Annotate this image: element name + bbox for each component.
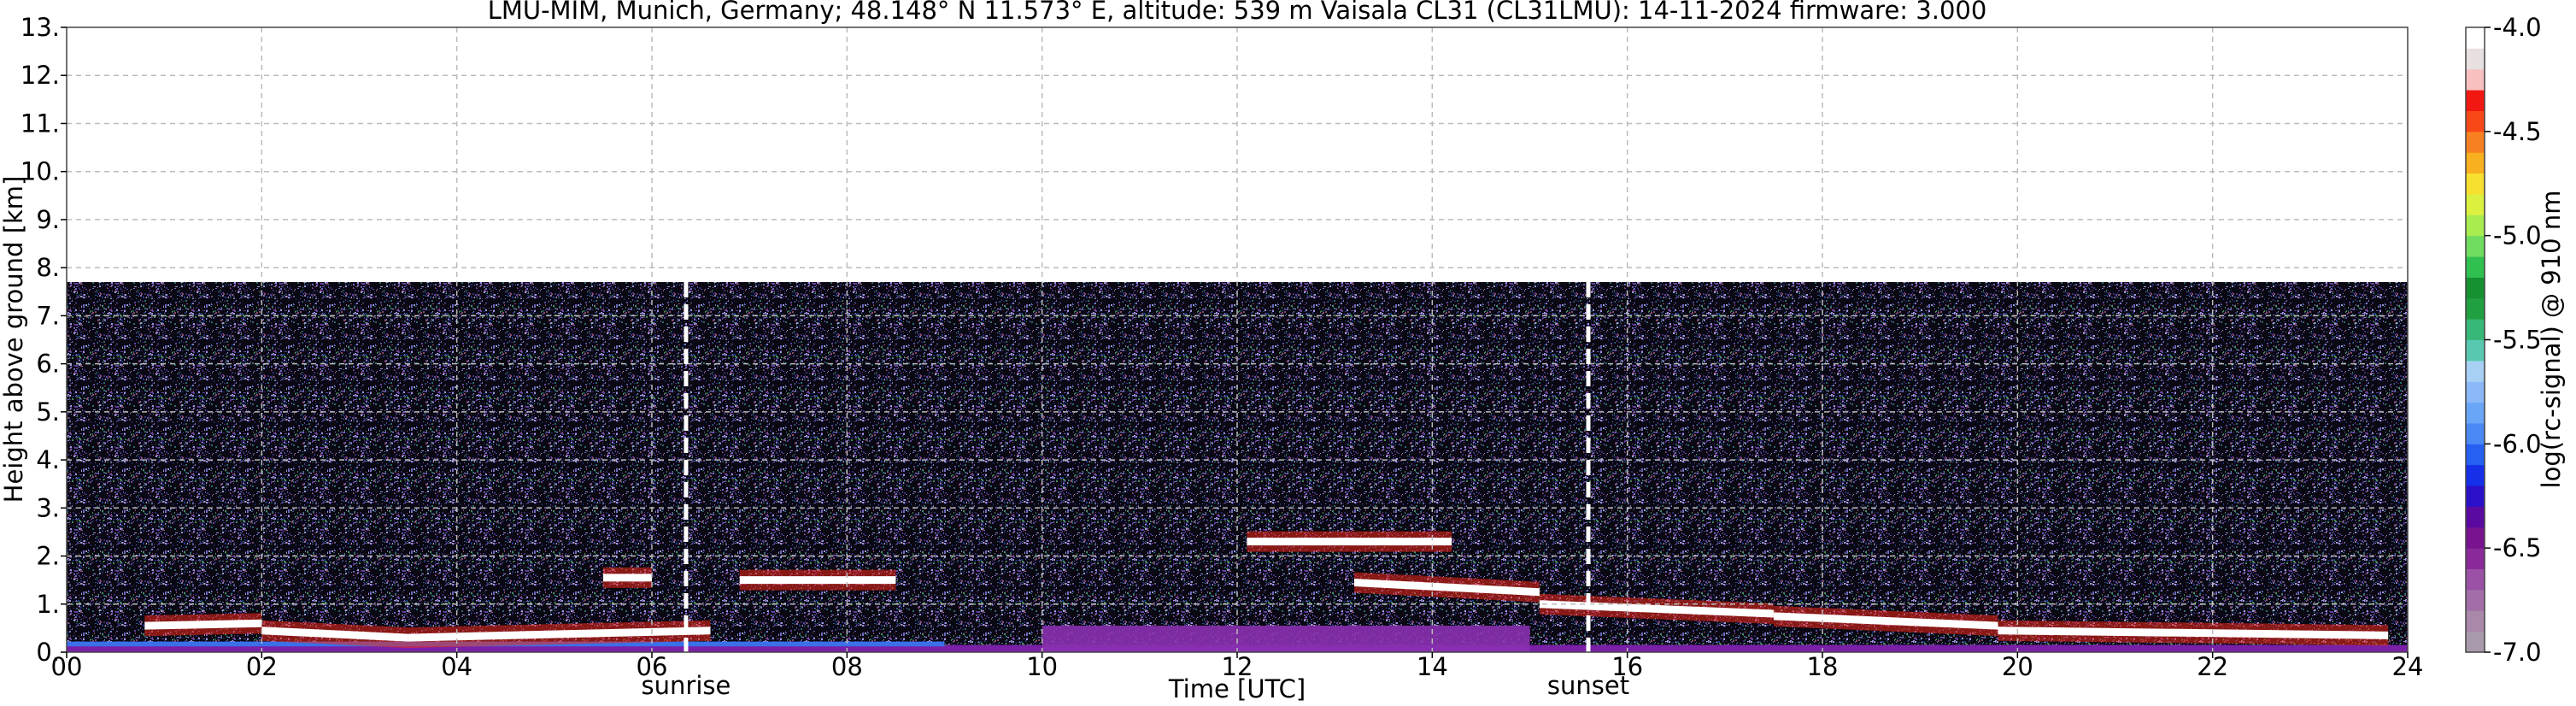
- x-tick-label: 18: [1807, 652, 1839, 681]
- colorbar-segment: [2466, 589, 2485, 611]
- colorbar-segment: [2466, 193, 2485, 215]
- colorbar-segment: [2466, 444, 2485, 466]
- colorbar-segment: [2466, 548, 2485, 570]
- colorbar-segment: [2466, 527, 2485, 549]
- layer-core: [1773, 612, 1998, 630]
- marker-labels: sunrise sunset: [642, 671, 1630, 700]
- x-tick-label: 12: [1222, 652, 1253, 681]
- colorbar-segment: [2466, 485, 2485, 507]
- colorbar-segment: [2466, 464, 2485, 486]
- x-tick-label: 14: [1417, 652, 1448, 681]
- plot-area: [67, 27, 2408, 652]
- backscatter-data-region: [67, 282, 2408, 652]
- colorbar-tick-label: -6.5: [2493, 533, 2542, 562]
- colorbar-segment: [2466, 90, 2485, 111]
- y-tick-label: 8.: [36, 253, 60, 282]
- y-tick-label: 10.: [21, 157, 60, 186]
- colorbar-segment: [2466, 422, 2485, 444]
- y-tick-label: 7.: [36, 301, 60, 330]
- colorbar-segment: [2466, 215, 2485, 237]
- x-axis-label: Time [UTC]: [1168, 674, 1306, 703]
- colorbar-segment: [2466, 277, 2485, 299]
- chart-title: LMU-MIM, Munich, Germany; 48.148° N 11.5…: [488, 0, 1987, 25]
- colorbar-segment: [2466, 173, 2485, 195]
- x-tick-label: 24: [2392, 652, 2424, 681]
- layer-core: [144, 619, 262, 630]
- y-tick-label: 4.: [36, 445, 60, 474]
- layer-core: [408, 627, 711, 642]
- x-tick-label: 08: [831, 652, 863, 681]
- colorbar-segment: [2466, 360, 2485, 382]
- y-tick-label: 11.: [21, 109, 60, 138]
- colorbar-segment: [2466, 568, 2485, 591]
- x-axis-ticks: 00 02 04 06 08 10 12 14 16 18 20 22 24: [51, 652, 2424, 681]
- surface-layer-thick: [1042, 626, 1530, 652]
- colorbar-tick-label: -7.0: [2493, 638, 2542, 667]
- sunset-label: sunset: [1547, 671, 1629, 700]
- y-tick-label: 6.: [36, 350, 60, 379]
- x-tick-label: 16: [1611, 652, 1643, 681]
- x-tick-label: 20: [2002, 652, 2033, 681]
- colorbar-ticks: -7.0 -6.5 -6.0 -5.5 -5.0 -4.5 -4.0: [2485, 13, 2542, 667]
- colorbar-segment: [2466, 297, 2485, 320]
- colorbar-segment: [2466, 610, 2485, 632]
- x-tick-label: 10: [1026, 652, 1058, 681]
- colorbar-tick-label: -4.5: [2493, 117, 2542, 146]
- colorbar-tick-label: -6.0: [2493, 429, 2542, 458]
- colorbar-segment: [2466, 131, 2485, 153]
- colorbar-tick-label: -5.5: [2493, 326, 2542, 355]
- colorbar-segment: [2466, 506, 2485, 528]
- x-tick-label: 22: [2197, 652, 2228, 681]
- y-tick-label: 9.: [36, 205, 60, 234]
- colorbar-segment: [2466, 319, 2485, 340]
- colorbar-tick-label: -5.0: [2493, 221, 2542, 250]
- colorbar-segment: [2466, 152, 2485, 174]
- y-tick-label: 13.: [21, 13, 60, 42]
- grid-lines: [67, 27, 2408, 652]
- layer-core: [739, 576, 896, 585]
- colorbar-segment: [2466, 48, 2485, 70]
- y-tick-label: 1.: [36, 590, 60, 619]
- y-tick-label: 3.: [36, 493, 60, 522]
- layer-core: [261, 627, 408, 642]
- colorbar-label: log(rc-signal) @ 910 nm: [2537, 191, 2566, 489]
- y-tick-label: 5.: [36, 397, 60, 427]
- y-axis-label: Height above ground [km]: [0, 176, 28, 503]
- layer-core: [1247, 538, 1452, 546]
- y-tick-label: 12.: [21, 61, 60, 90]
- colorbar-segment: [2466, 339, 2485, 362]
- colorbar: [2465, 26, 2485, 653]
- y-axis-ticks: 0. 1. 2. 3. 4. 5. 6. 7. 8. 9. 10. 11. 12. 13.: [21, 13, 67, 667]
- layer-core: [1998, 627, 2389, 639]
- sun-markers: [684, 282, 1591, 652]
- colorbar-tick-label: -4.0: [2493, 13, 2542, 42]
- colorbar-segment: [2466, 110, 2485, 132]
- colorbar-segment: [2466, 27, 2485, 49]
- colorbar-segment: [2466, 256, 2485, 278]
- x-tick-label: 06: [637, 652, 668, 681]
- x-tick-label: 00: [51, 652, 83, 681]
- x-tick-label: 02: [246, 652, 278, 681]
- y-tick-label: 0.: [36, 638, 60, 667]
- colorbar-segment: [2466, 402, 2485, 424]
- colorbar-segment: [2466, 381, 2485, 403]
- colorbar-segment: [2466, 235, 2485, 257]
- layer-core: [1539, 600, 1774, 618]
- y-tick-label: 2.: [36, 542, 60, 571]
- layer-core: [602, 574, 652, 582]
- colorbar-segment: [2466, 631, 2485, 653]
- layer-core: [1354, 578, 1540, 597]
- sunrise-label: sunrise: [642, 671, 731, 700]
- colorbar-segment: [2466, 68, 2485, 91]
- x-tick-label: 04: [441, 652, 472, 681]
